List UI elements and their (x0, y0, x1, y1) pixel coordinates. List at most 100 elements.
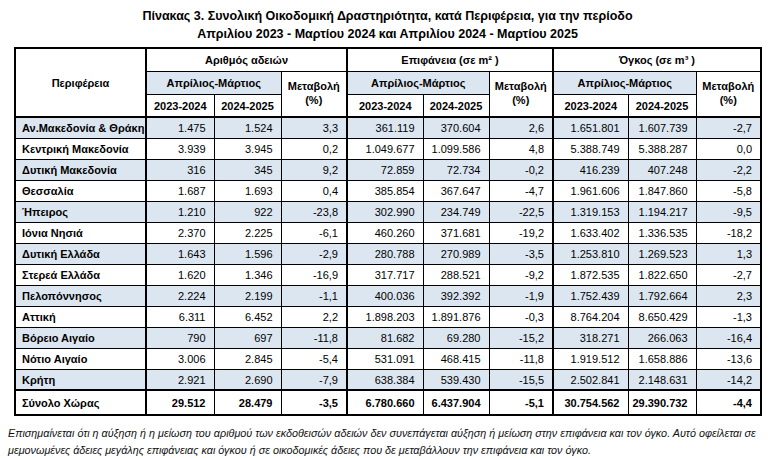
region-cell: Θεσσαλία (15, 180, 146, 201)
volume-y2-cell: 2.148.631 (628, 369, 696, 390)
permits-change-cell: 9,2 (281, 159, 347, 180)
surface-y1-cell: 6.780.660 (347, 390, 423, 415)
surface-change-cell: -0,3 (489, 306, 553, 327)
group-header-surface: Επιφάνεια (σε m² ) (347, 48, 553, 71)
table-row: Πελοπόννησος2.2242.199-1,1400.036392.392… (15, 285, 761, 306)
surface-y1-cell: 1.898.203 (347, 306, 423, 327)
volume-y2-cell: 1.336.535 (628, 222, 696, 243)
period-header-volume: Απρίλιος-Μάρτιος (553, 71, 696, 94)
surface-y1-cell: 361.119 (347, 117, 423, 138)
surface-y2-cell: 6.437.904 (423, 390, 489, 415)
permits-change-cell: 3,3 (281, 117, 347, 138)
table-title-line2: Απριλίου 2023 - Μαρτίου 2024 και Απριλίο… (0, 25, 775, 43)
region-cell: Νότιο Αιγαίο (15, 348, 146, 369)
table-row: Στερεά Ελλάδα1.6201.346-16,9317.717288.5… (15, 264, 761, 285)
surface-change-cell: -22,5 (489, 201, 553, 222)
volume-y1-cell: 1.752.439 (553, 285, 628, 306)
permits-y1-cell: 1.210 (146, 201, 214, 222)
change-header-label: Μεταβολή (697, 80, 761, 94)
year-header-volume-1: 2023-2024 (553, 94, 628, 117)
surface-y2-cell: 371.681 (423, 222, 489, 243)
table-row: Αν.Μακεδονία & Θράκη1.4751.5243,3361.119… (15, 117, 761, 138)
region-cell: Κεντρική Μακεδονία (15, 138, 146, 159)
table-row: Δυτική Μακεδονία3163459,272.85972.734-0,… (15, 159, 761, 180)
total-label-cell: Σύνολο Χώρας (15, 390, 146, 415)
volume-y1-cell: 8.764.204 (553, 306, 628, 327)
surface-change-cell: -4,7 (489, 180, 553, 201)
region-cell: Αττική (15, 306, 146, 327)
surface-change-cell: -15,2 (489, 327, 553, 348)
table-row: Θεσσαλία1.6871.6930,4385.854367.647-4,71… (15, 180, 761, 201)
group-header-volume: Όγκος (σε m³ ) (553, 48, 761, 71)
surface-y1-cell: 400.036 (347, 285, 423, 306)
surface-change-cell: -0,2 (489, 159, 553, 180)
volume-y1-cell: 5.388.749 (553, 138, 628, 159)
change-header-volume: Μεταβολή (%) (696, 71, 761, 117)
volume-y1-cell: 1.319.153 (553, 201, 628, 222)
volume-y2-cell: 266.063 (628, 327, 696, 348)
permits-y1-cell: 1.475 (146, 117, 214, 138)
group-header-permits: Αριθμός αδειών (146, 48, 347, 71)
table-row: Κρήτη2.9212.690-7,9638.384539.430-15,52.… (15, 369, 761, 390)
surface-y2-cell: 539.430 (423, 369, 489, 390)
permits-change-cell: -5,4 (281, 348, 347, 369)
permits-change-cell: -2,9 (281, 243, 347, 264)
permits-y1-cell: 3.939 (146, 138, 214, 159)
surface-y1-cell: 460.260 (347, 222, 423, 243)
surface-y2-cell: 468.415 (423, 348, 489, 369)
permits-y2-cell: 2.225 (214, 222, 281, 243)
surface-change-cell: -3,5 (489, 243, 553, 264)
permits-y1-cell: 316 (146, 159, 214, 180)
region-cell: Πελοπόννησος (15, 285, 146, 306)
permits-y1-cell: 790 (146, 327, 214, 348)
table-row: Νότιο Αιγαίο3.0062.845-5,4531.091468.415… (15, 348, 761, 369)
change-header-unit: (%) (282, 94, 347, 108)
table-row: Αττική6.3116.4522,21.898.2031.891.876-0,… (15, 306, 761, 327)
surface-y1-cell: 1.049.677 (347, 138, 423, 159)
permits-y1-cell: 2.370 (146, 222, 214, 243)
volume-change-cell: -9,5 (696, 201, 761, 222)
region-cell: Δυτική Ελλάδα (15, 243, 146, 264)
surface-y2-cell: 370.604 (423, 117, 489, 138)
volume-y2-cell: 1.847.860 (628, 180, 696, 201)
volume-change-cell: 1,3 (696, 243, 761, 264)
period-header-permits: Απρίλιος-Μάρτιος (146, 71, 281, 94)
permits-y2-cell: 28.479 (214, 390, 281, 415)
volume-y1-cell: 1.253.810 (553, 243, 628, 264)
change-header-label: Μεταβολή (490, 80, 553, 94)
table-header: Περιφέρεια Αριθμός αδειών Επιφάνεια (σε … (15, 48, 761, 117)
volume-y1-cell: 1.872.535 (553, 264, 628, 285)
surface-change-cell: -19,2 (489, 222, 553, 243)
period-header-surface: Απρίλιος-Μάρτιος (347, 71, 489, 94)
region-cell: Ήπειρος (15, 201, 146, 222)
permits-y2-cell: 922 (214, 201, 281, 222)
surface-y1-cell: 638.384 (347, 369, 423, 390)
volume-y2-cell: 1.607.739 (628, 117, 696, 138)
change-header-surface: Μεταβολή (%) (489, 71, 553, 117)
permits-y2-cell: 2.690 (214, 369, 281, 390)
volume-y1-cell: 318.271 (553, 327, 628, 348)
total-row: Σύνολο Χώρας29.51228.479-3,56.780.6606.4… (15, 390, 761, 415)
surface-change-cell: -1,9 (489, 285, 553, 306)
permits-y2-cell: 1.596 (214, 243, 281, 264)
surface-y1-cell: 531.091 (347, 348, 423, 369)
permits-y1-cell: 2.921 (146, 369, 214, 390)
volume-y2-cell: 5.388.287 (628, 138, 696, 159)
region-cell: Κρήτη (15, 369, 146, 390)
volume-change-cell: -4,4 (696, 390, 761, 415)
permits-change-cell: 0,4 (281, 180, 347, 201)
region-column-header: Περιφέρεια (15, 48, 146, 117)
permits-y2-cell: 6.452 (214, 306, 281, 327)
region-cell: Στερεά Ελλάδα (15, 264, 146, 285)
change-header-unit: (%) (697, 94, 761, 108)
change-header-permits: Μεταβολή (%) (281, 71, 347, 117)
surface-change-cell: -5,1 (489, 390, 553, 415)
surface-y2-cell: 69.280 (423, 327, 489, 348)
volume-change-cell: -2,7 (696, 264, 761, 285)
volume-y2-cell: 8.650.429 (628, 306, 696, 327)
permits-y2-cell: 697 (214, 327, 281, 348)
surface-y2-cell: 1.891.876 (423, 306, 489, 327)
volume-y1-cell: 2.502.841 (553, 369, 628, 390)
permits-y1-cell: 1.620 (146, 264, 214, 285)
table-row: Ιόνια Νησιά2.3702.225-6,1460.260371.681-… (15, 222, 761, 243)
